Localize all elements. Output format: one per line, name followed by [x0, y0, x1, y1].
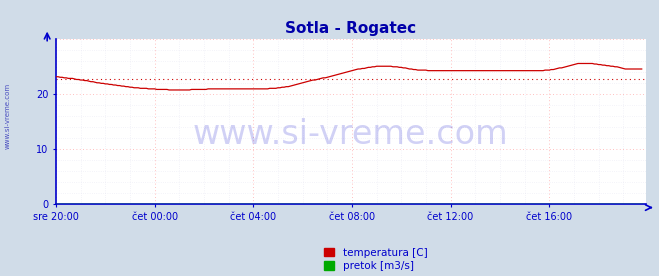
Text: www.si-vreme.com: www.si-vreme.com [5, 83, 11, 149]
Text: www.si-vreme.com: www.si-vreme.com [193, 118, 509, 151]
Title: Sotla - Rogatec: Sotla - Rogatec [285, 21, 416, 36]
Legend: temperatura [C], pretok [m3/s]: temperatura [C], pretok [m3/s] [324, 248, 428, 271]
